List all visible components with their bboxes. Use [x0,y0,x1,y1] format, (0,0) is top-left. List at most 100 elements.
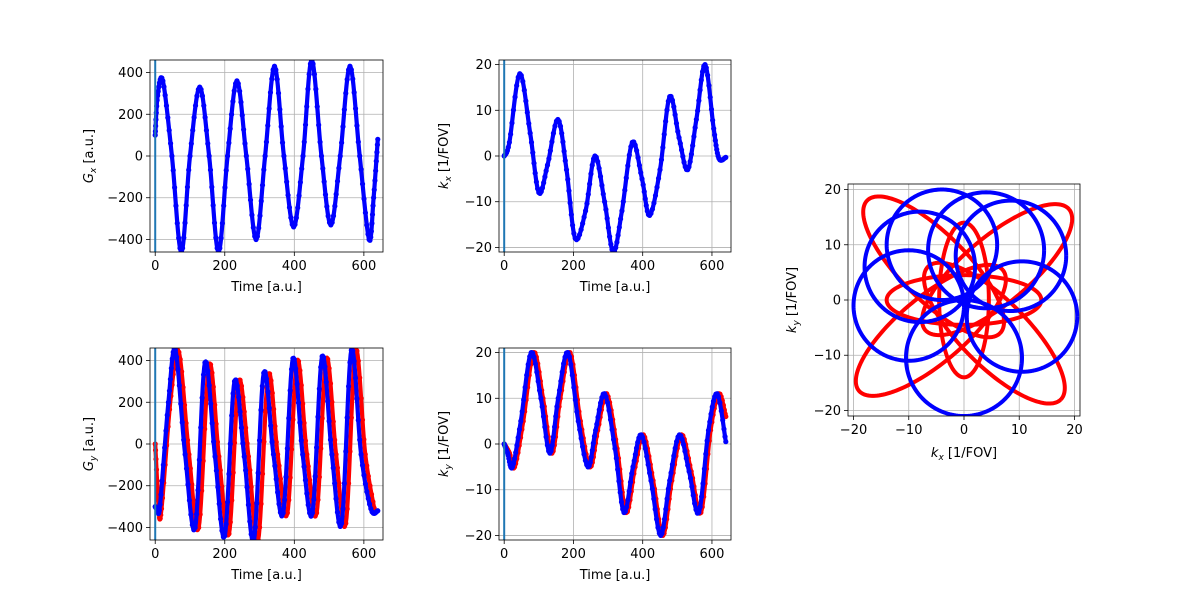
data-point [648,210,654,217]
data-point [664,496,670,502]
data-point [343,90,349,96]
data-point [325,398,331,404]
data-point [343,520,349,526]
data-point [534,369,540,375]
data-point [324,203,330,210]
data-point [220,500,226,506]
kx-x-axis-label: Time [a.u.] [579,280,651,295]
data-point [257,213,263,219]
data-point [318,153,325,159]
data-point [347,359,353,365]
data-point [211,220,218,226]
data-point [712,132,718,138]
data-point [247,197,254,203]
data-point [622,187,628,193]
data-point [281,153,287,159]
data-point [210,384,216,390]
data-point [160,78,166,84]
data-point [689,483,695,490]
data-point [568,361,574,368]
data-point [706,82,712,89]
data-point [330,465,336,471]
data-point [157,501,163,508]
data-point [247,467,253,473]
data-point [199,395,205,401]
data-point [692,124,698,131]
data-point [244,440,250,446]
data-point [332,480,338,486]
data-point [284,179,290,185]
data-point [566,188,572,194]
data-point [268,423,274,429]
y-tick-label: 400 [118,66,143,81]
data-point [531,160,537,166]
data-point [698,77,704,83]
data-point [510,107,517,113]
data-point [156,507,162,513]
data-point [160,462,166,468]
data-point [227,441,233,447]
data-point [535,186,541,192]
data-point [690,492,696,498]
data-point [561,148,567,154]
data-point [667,477,673,484]
data-point [581,214,587,220]
data-point [310,61,316,67]
kspace-ticks: −20 −10 0 10 20 −20 −10 0 10 20 [814,183,1083,438]
data-point [329,451,335,458]
data-point [212,402,218,408]
data-point [255,470,261,476]
data-point [523,98,529,104]
data-point [688,151,695,157]
data-point [371,195,377,201]
data-point [632,451,638,458]
data-point [375,136,381,142]
data-point [272,423,278,429]
data-point [368,234,374,240]
data-point [275,90,282,96]
data-point [317,139,323,145]
data-point [201,102,207,109]
data-point [222,184,228,191]
data-point [587,459,593,466]
data-point [604,399,611,406]
data-point [344,415,350,421]
data-point [626,152,632,158]
data-point [657,167,663,173]
data-point [527,353,533,360]
data-point [674,439,680,445]
x-tick-label: 200 [212,259,237,274]
data-point [522,384,528,390]
panel-ky: 0 200 400 600 −20 −10 0 10 20 Time [a.u.] ky [1/… [437,346,732,583]
data-point [326,418,332,424]
data-point [313,444,320,451]
data-point [256,225,262,231]
data-point [235,81,241,87]
data-point [633,445,640,451]
data-point [179,419,185,425]
data-point [707,419,713,425]
data-point [362,451,368,458]
data-point [298,382,304,388]
data-point [594,421,600,427]
data-point [268,378,274,384]
data-point [369,211,376,218]
data-point [277,476,283,482]
data-point [298,437,304,444]
data-point [230,98,236,105]
data-point [375,508,381,514]
data-point [200,372,207,378]
data-point [519,408,525,415]
data-point [640,182,646,188]
x-tick-label: 10 [1011,423,1028,438]
data-point [718,408,724,414]
data-point [258,407,264,413]
data-point [654,516,660,522]
data-point [686,468,692,475]
data-point [655,524,661,531]
data-point [582,208,589,214]
data-point [550,130,557,136]
data-point [620,198,626,205]
data-point [218,516,224,522]
data-point [262,369,268,375]
